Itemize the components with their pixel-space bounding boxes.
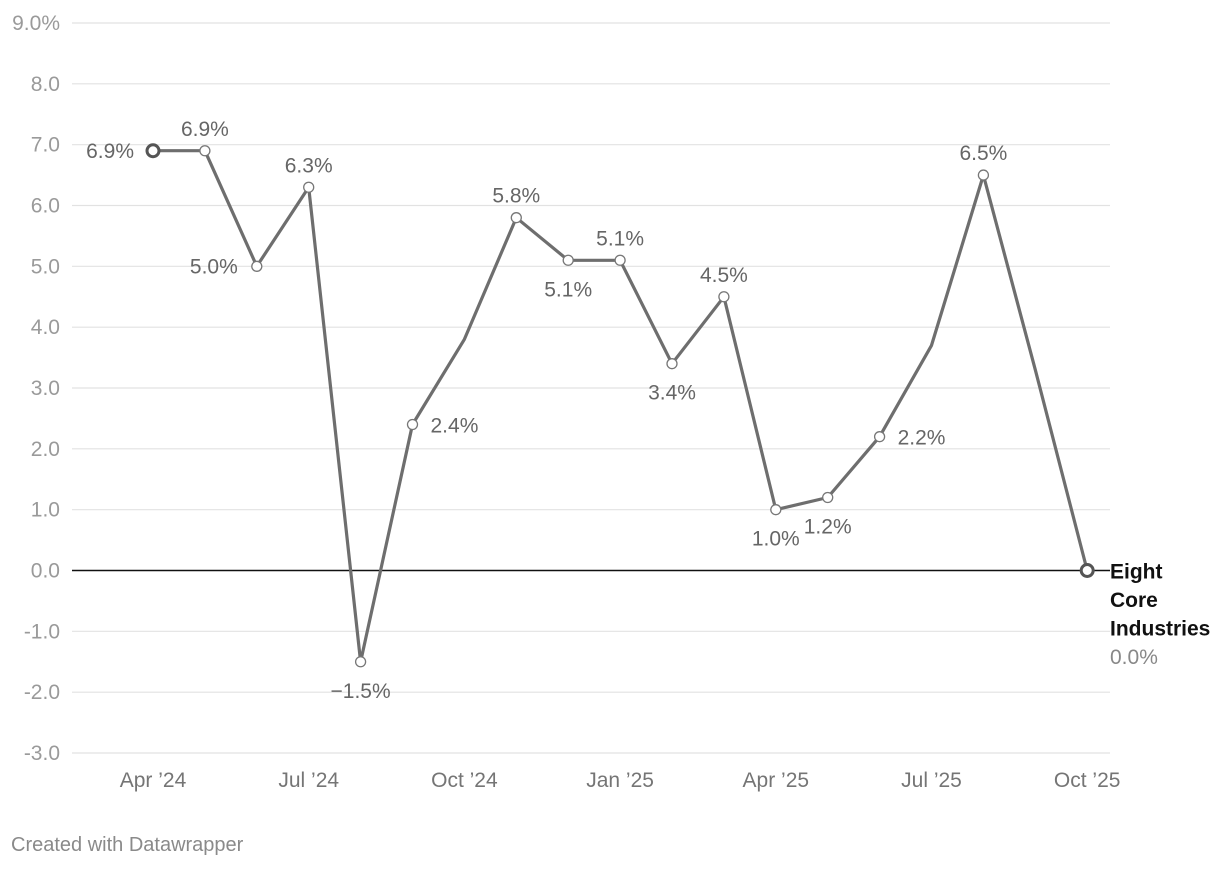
y-tick-label: 1.0 — [31, 499, 60, 522]
data-point-marker — [510, 212, 522, 224]
data-point-marker — [303, 181, 315, 193]
data-label: 6.9% — [86, 140, 134, 163]
data-point-marker — [822, 491, 834, 504]
x-tick-label: Oct ’25 — [1054, 769, 1121, 792]
data-point-marker — [718, 291, 730, 303]
x-tick-label: Apr ’24 — [120, 769, 187, 792]
y-tick-label: 0.0 — [31, 560, 60, 583]
data-label: 5.1% — [544, 278, 592, 301]
data-point-marker — [145, 143, 161, 159]
data-label: 2.2% — [898, 427, 946, 450]
series-end-value: 0.0% — [1110, 646, 1158, 669]
series-name-label: Core — [1110, 589, 1158, 612]
data-label: −1.5% — [331, 680, 391, 703]
data-point-marker — [614, 254, 626, 266]
credit-text: Created with Datawrapper — [11, 834, 244, 856]
data-label: 2.4% — [431, 415, 479, 438]
data-labels: 6.9% 6.9% 5.0% 6.3% −1.5% 2.4% 5.8% 5.1% 5.1% 3.4… — [86, 118, 1007, 703]
data-label: 5.1% — [596, 227, 644, 250]
grid-lines — [72, 22, 1110, 754]
x-tick-label: Jul ’25 — [901, 769, 962, 792]
data-label: 6.9% — [181, 118, 229, 141]
data-label: 4.5% — [700, 264, 748, 287]
data-point-marker — [1079, 563, 1095, 578]
x-tick-label: Oct ’24 — [431, 769, 498, 792]
series-end-label: Eight Core Industries 0.0% — [1110, 561, 1210, 670]
x-axis: Apr ’24 Jul ’24 Oct ’24 Jan ’25 Apr ’25 Jul ’… — [120, 769, 1121, 792]
y-tick-label: 4.0 — [31, 316, 60, 339]
data-label: 3.4% — [648, 382, 696, 405]
data-point-marker — [251, 260, 263, 272]
x-tick-label: Jan ’25 — [586, 769, 654, 792]
y-tick-label: 2.0 — [31, 438, 60, 461]
series-eight-core-industries — [145, 143, 1095, 668]
y-axis: 9.0% 8.0 7.0 6.0 5.0 4.0 3.0 2.0 1.0 0.0 -1.0 -2.0 -… — [12, 12, 60, 765]
y-tick-label: 6.0 — [31, 195, 60, 218]
data-label: 1.2% — [804, 516, 852, 539]
data-point-marker — [873, 431, 886, 443]
y-tick-label: -2.0 — [24, 681, 60, 704]
data-point-marker — [977, 169, 990, 181]
data-label: 1.0% — [752, 528, 800, 551]
y-tick-label: 8.0 — [31, 73, 60, 96]
series-name-label: Eight — [1110, 561, 1163, 584]
y-tick-label: -1.0 — [24, 620, 60, 643]
data-point-marker — [354, 656, 367, 668]
y-tick-label: 9.0% — [12, 12, 60, 35]
data-point-marker — [770, 504, 782, 516]
y-tick-label: 5.0 — [31, 255, 60, 278]
x-tick-label: Jul ’24 — [278, 769, 339, 792]
x-tick-label: Apr ’25 — [743, 769, 810, 792]
y-tick-label: -3.0 — [24, 742, 60, 765]
series-name-label: Industries — [1110, 618, 1210, 641]
data-label: 6.5% — [959, 142, 1007, 165]
data-point-marker — [562, 254, 574, 266]
y-tick-label: 7.0 — [31, 134, 60, 157]
data-point-marker — [199, 145, 211, 157]
data-point-marker — [666, 358, 678, 370]
y-tick-label: 3.0 — [31, 377, 60, 400]
data-label: 5.0% — [190, 255, 238, 278]
data-point-marker — [406, 418, 419, 431]
data-label: 6.3% — [285, 154, 333, 177]
data-label: 5.8% — [492, 185, 540, 208]
